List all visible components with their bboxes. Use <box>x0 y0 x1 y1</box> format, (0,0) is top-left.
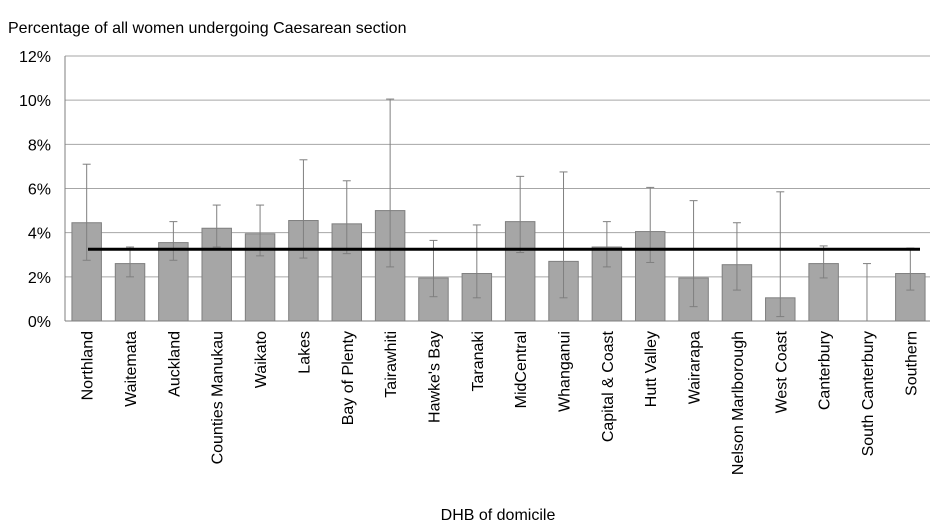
x-tick-label: Canterbury <box>817 331 834 410</box>
x-tick-label: Auckland <box>166 331 183 397</box>
y-tick-label: 0% <box>28 314 51 331</box>
x-tick-label: Southern <box>903 331 920 396</box>
y-tick-label: 10% <box>19 93 51 110</box>
y-tick-label: 4% <box>28 226 51 243</box>
x-tick-label: Waikato <box>253 331 270 388</box>
x-tick-label: Hutt Valley <box>643 331 660 407</box>
chart-title: Percentage of all women undergoing Caesa… <box>8 20 406 37</box>
y-axis: 0% 2% 4% 6% 8% 10% 12% <box>19 49 51 331</box>
x-tick-label: Tairawhiti <box>383 331 400 398</box>
x-tick-label: Northland <box>80 331 97 400</box>
y-tick-label: 6% <box>28 182 51 199</box>
x-axis: Northland Waitemata Auckland Counties Manuk… <box>80 330 921 475</box>
y-tick-label: 8% <box>28 137 51 154</box>
x-tick-label: Wairarapa <box>687 331 704 404</box>
x-tick-label: Hawke's Bay <box>426 331 443 423</box>
grid <box>64 55 930 322</box>
x-tick-label: Waitemata <box>123 331 140 407</box>
y-tick-label: 2% <box>28 270 51 287</box>
x-axis-label: DHB of domicile <box>441 507 556 524</box>
y-tick-label: 12% <box>19 49 51 66</box>
x-tick-label: Capital & Coast <box>600 330 617 442</box>
x-tick-label: South Canterbury <box>860 331 877 456</box>
bars <box>71 210 926 322</box>
x-tick-label: Counties Manukau <box>210 331 227 464</box>
x-tick-label: MidCentral <box>513 331 530 408</box>
x-tick-label: Bay of Plenty <box>340 331 357 425</box>
x-tick-label: Nelson Marlborough <box>730 331 747 475</box>
x-tick-label: Whanganui <box>557 331 574 412</box>
x-tick-label: Taranaki <box>470 331 487 391</box>
x-tick-label: Lakes <box>296 331 313 374</box>
x-tick-label: West Coast <box>773 330 790 413</box>
